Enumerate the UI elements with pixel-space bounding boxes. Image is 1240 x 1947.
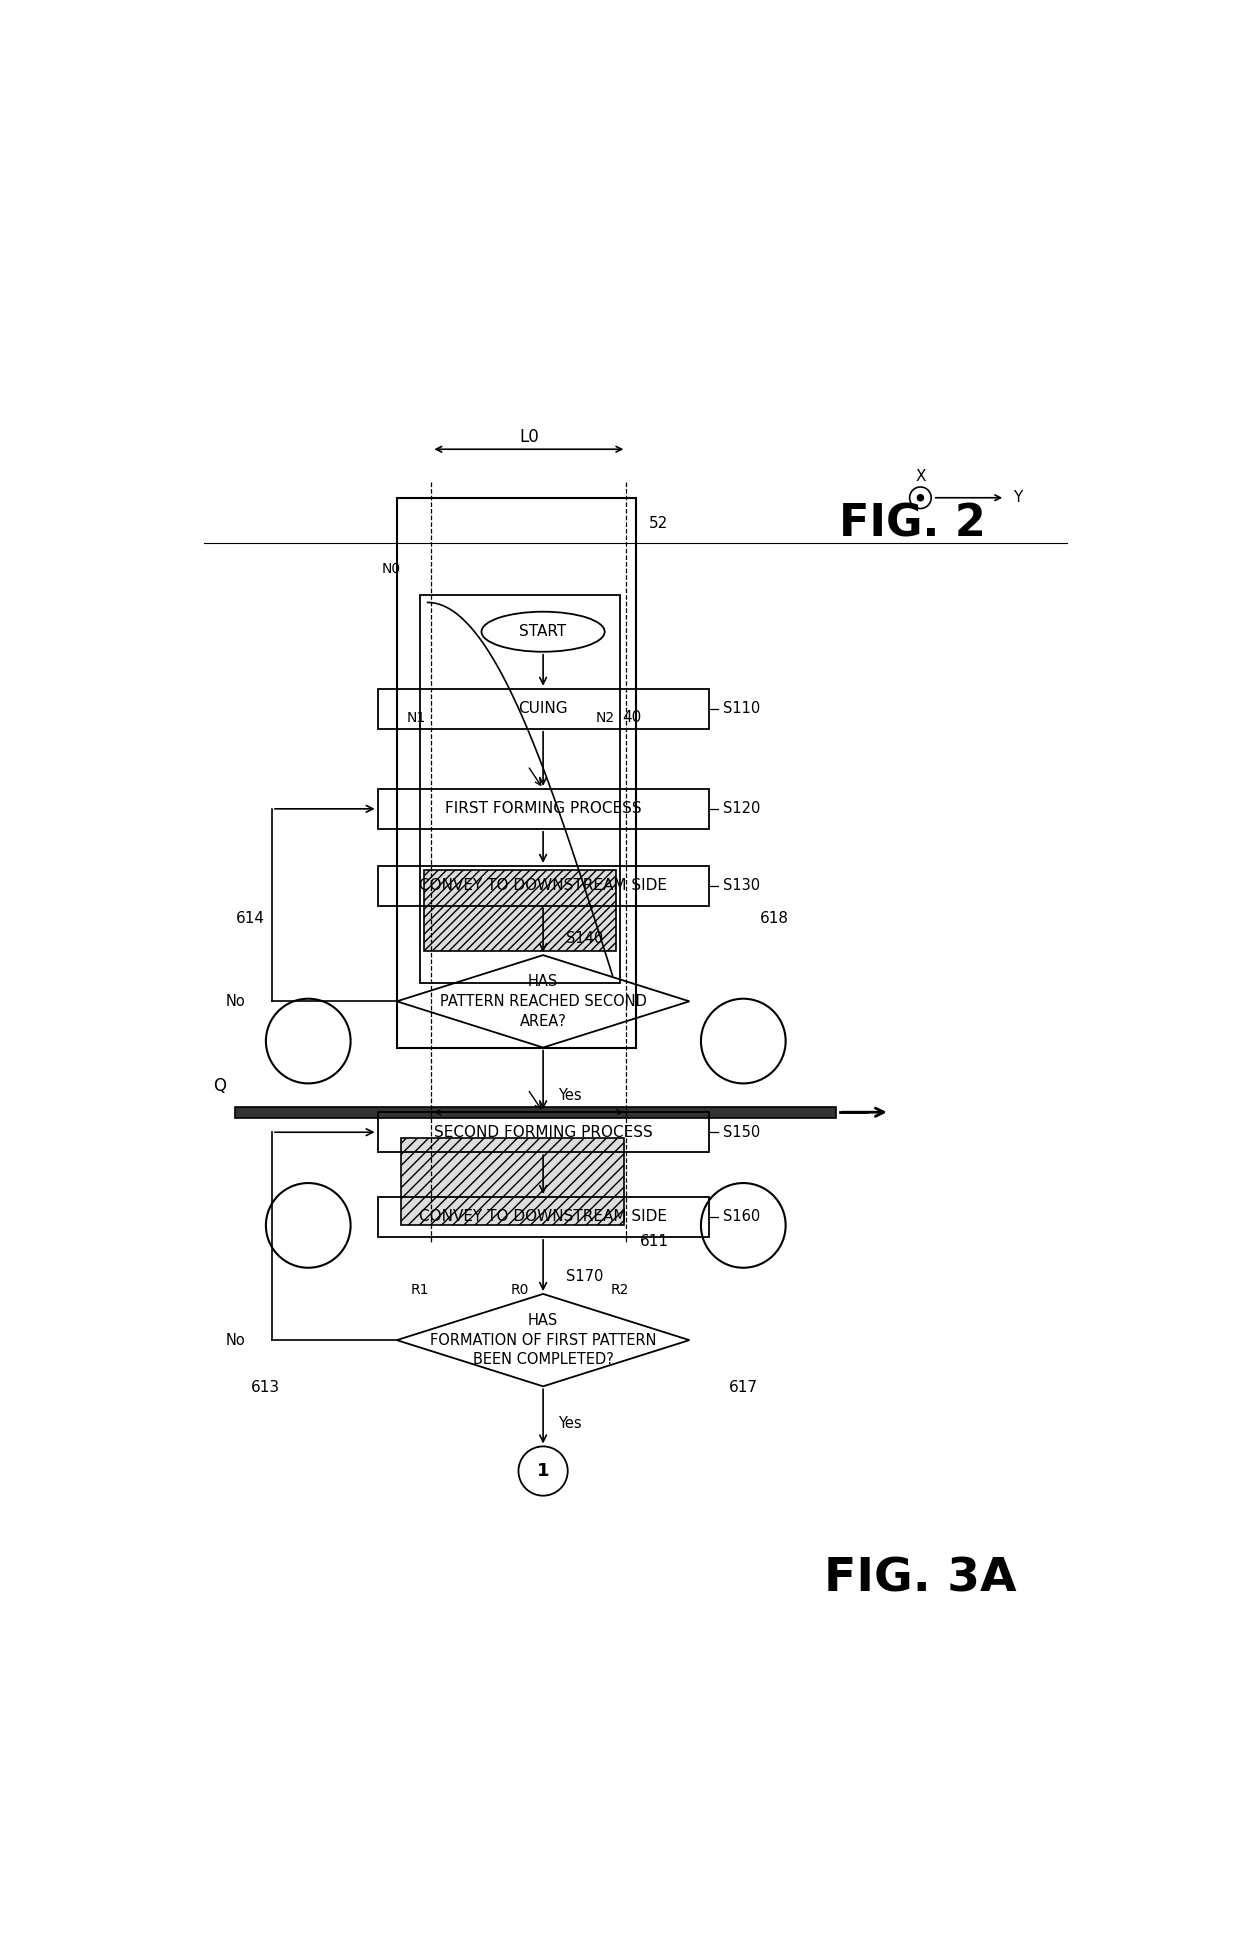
Text: No: No bbox=[226, 1332, 246, 1347]
Text: CONVEY TO DOWNSTREAM SIDE: CONVEY TO DOWNSTREAM SIDE bbox=[419, 878, 667, 894]
Bar bbox=[424, 870, 616, 950]
Bar bbox=[420, 594, 620, 983]
Text: FIG. 2: FIG. 2 bbox=[839, 502, 986, 545]
Bar bbox=[377, 789, 708, 829]
Text: CONVEY TO DOWNSTREAM SIDE: CONVEY TO DOWNSTREAM SIDE bbox=[419, 1209, 667, 1225]
Text: N2: N2 bbox=[595, 711, 614, 724]
Text: START: START bbox=[520, 625, 567, 639]
Bar bbox=[377, 1197, 708, 1236]
Text: FIG. 3A: FIG. 3A bbox=[825, 1556, 1017, 1600]
Bar bbox=[236, 1106, 836, 1118]
Text: 618: 618 bbox=[760, 911, 789, 925]
Text: 40: 40 bbox=[622, 711, 641, 724]
Text: X: X bbox=[915, 469, 925, 483]
Text: S160: S160 bbox=[723, 1209, 760, 1225]
Text: N1: N1 bbox=[407, 711, 425, 724]
Text: R1: R1 bbox=[410, 1283, 429, 1297]
Text: HAS
FORMATION OF FIRST PATTERN
BEEN COMPLETED?: HAS FORMATION OF FIRST PATTERN BEEN COMP… bbox=[430, 1312, 656, 1367]
Text: S110: S110 bbox=[723, 701, 760, 716]
Text: 614: 614 bbox=[236, 911, 265, 925]
Text: S140: S140 bbox=[567, 931, 604, 946]
Text: S130: S130 bbox=[723, 878, 760, 894]
Text: Yes: Yes bbox=[558, 1415, 582, 1431]
Bar bbox=[377, 689, 708, 728]
Text: HAS
PATTERN REACHED SECOND
AREA?: HAS PATTERN REACHED SECOND AREA? bbox=[440, 974, 646, 1028]
Text: N0: N0 bbox=[382, 563, 401, 576]
Bar bbox=[377, 1112, 708, 1153]
Text: 1: 1 bbox=[537, 1462, 549, 1480]
Text: R2: R2 bbox=[611, 1283, 629, 1297]
Text: S170: S170 bbox=[567, 1269, 604, 1285]
Text: Y: Y bbox=[1013, 491, 1022, 506]
Text: SECOND FORMING PROCESS: SECOND FORMING PROCESS bbox=[434, 1125, 652, 1139]
Text: 613: 613 bbox=[252, 1380, 280, 1394]
Text: S120: S120 bbox=[723, 802, 760, 816]
Bar bbox=[397, 498, 635, 1047]
Text: R0: R0 bbox=[511, 1283, 529, 1297]
Text: Q: Q bbox=[213, 1077, 226, 1096]
Text: CUING: CUING bbox=[518, 701, 568, 716]
Text: L0: L0 bbox=[520, 428, 538, 446]
Text: S150: S150 bbox=[723, 1125, 760, 1139]
Text: 617: 617 bbox=[729, 1380, 758, 1394]
Text: Yes: Yes bbox=[558, 1088, 582, 1102]
Bar bbox=[377, 866, 708, 905]
Text: 52: 52 bbox=[649, 516, 668, 532]
Text: FIRST FORMING PROCESS: FIRST FORMING PROCESS bbox=[445, 802, 641, 816]
Circle shape bbox=[918, 495, 924, 500]
Bar bbox=[401, 1139, 624, 1225]
Text: 611: 611 bbox=[640, 1234, 670, 1250]
Text: No: No bbox=[226, 993, 246, 1009]
